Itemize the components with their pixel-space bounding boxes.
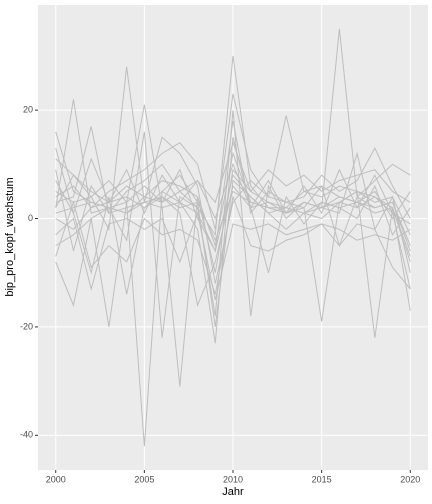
series-line — [55, 66, 411, 387]
series-line — [55, 141, 411, 252]
x-tick-label: 2010 — [223, 474, 243, 484]
series-line — [55, 158, 411, 273]
y-tick-label: 20 — [23, 105, 33, 115]
series-line — [55, 211, 411, 300]
series-line — [55, 194, 411, 295]
series-line — [55, 28, 411, 246]
y-tick-label: 0 — [28, 213, 33, 223]
series-line — [55, 147, 411, 225]
x-tick-label: 2000 — [46, 474, 66, 484]
x-tick-label: 2015 — [312, 474, 332, 484]
y-axis-title: bip_pro_kopf_wachstum — [4, 177, 16, 296]
x-axis-title: Jahr — [222, 486, 244, 498]
series-line — [55, 110, 411, 338]
lines — [55, 28, 411, 447]
x-tick-label: 2005 — [134, 474, 154, 484]
axes: -40 -20 0 20 2000 2005 2010 2015 2020 — [20, 105, 420, 485]
y-tick-label: -20 — [20, 321, 33, 331]
series-line — [55, 180, 411, 307]
y-tick-label: -40 — [20, 430, 33, 440]
series-line — [55, 115, 411, 284]
x-tick-label: 2020 — [400, 474, 420, 484]
series-line — [55, 120, 411, 253]
